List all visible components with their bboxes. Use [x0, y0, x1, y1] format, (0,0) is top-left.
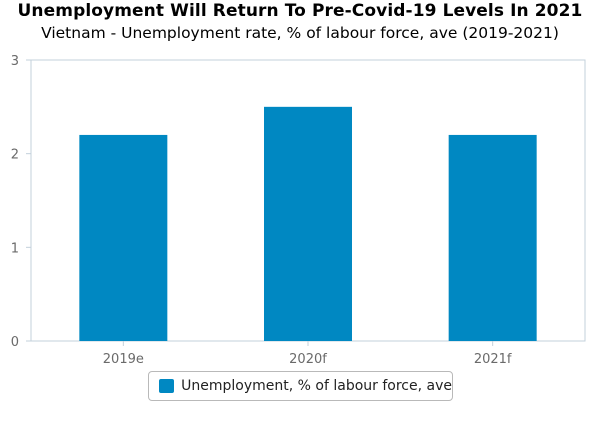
y-tick-label: 1: [11, 241, 19, 256]
legend-label: Unemployment, % of labour force, ave: [181, 378, 452, 394]
chart-subtitle: Vietnam - Unemployment rate, % of labour…: [41, 24, 559, 42]
bar: [79, 134, 168, 341]
x-tick-label: 2020f: [289, 352, 327, 367]
y-tick-label: 0: [11, 335, 19, 350]
chart-legend[interactable]: Unemployment, % of labour force, ave: [148, 371, 453, 401]
chart-title: Unemployment Will Return To Pre-Covid-19…: [17, 1, 583, 21]
y-tick-label: 2: [11, 148, 19, 163]
x-tick-label: 2019e: [103, 352, 144, 367]
bar: [264, 106, 352, 341]
bar-chart: 0 1 2 3 2019e 2020f 2021f: [11, 54, 586, 367]
legend-swatch: [159, 379, 175, 393]
bar: [448, 134, 537, 341]
x-tick-label: 2021f: [474, 352, 512, 367]
y-tick-label: 3: [11, 54, 19, 69]
